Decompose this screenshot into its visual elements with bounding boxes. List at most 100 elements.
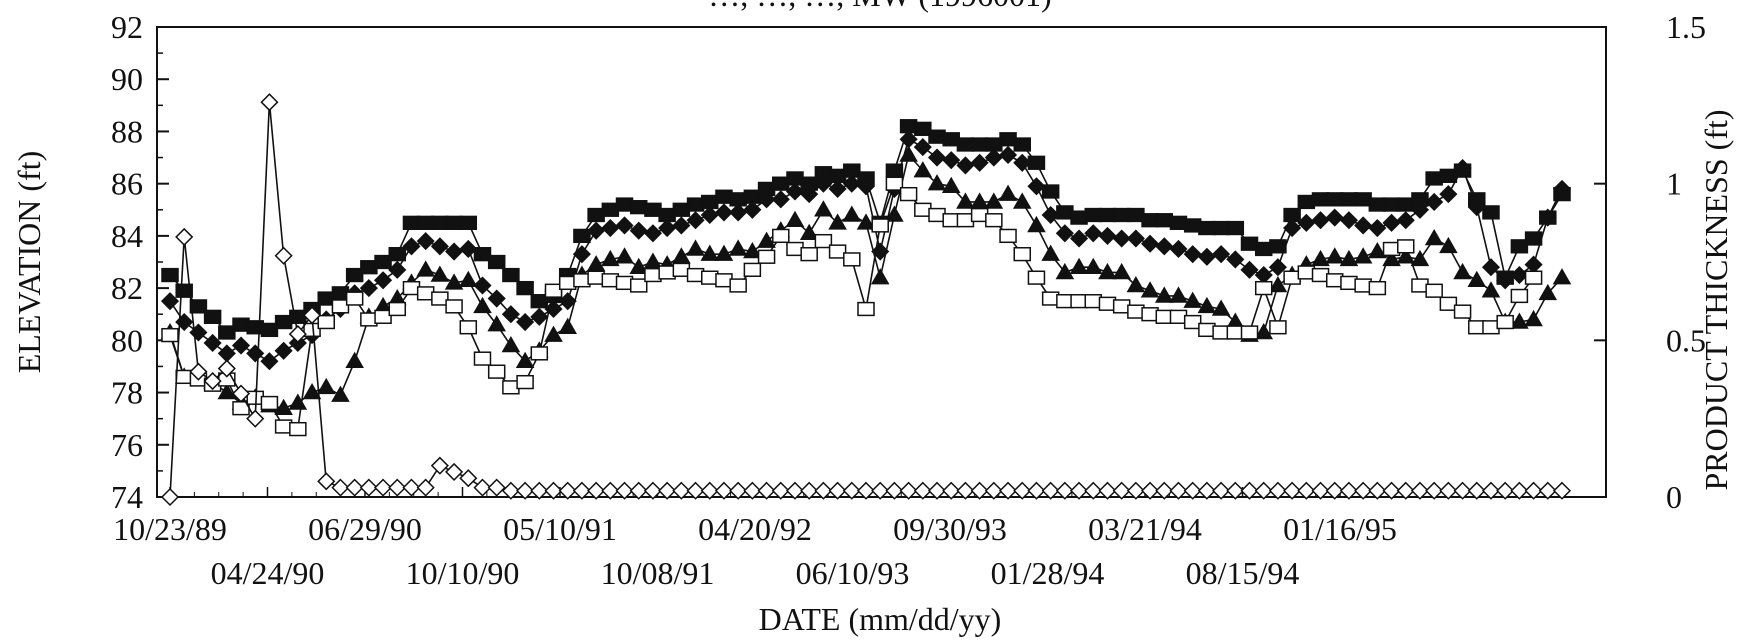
data-point-s3-50 — [871, 218, 889, 233]
data-point-s1-5 — [231, 336, 251, 355]
data-point-s2-31 — [601, 249, 620, 267]
data-point-s4-42 — [757, 481, 776, 500]
data-point-s2-47 — [828, 213, 847, 230]
data-point-s3-96 — [1524, 270, 1543, 285]
data-point-s4-40 — [729, 481, 748, 500]
data-point-s0-53 — [914, 121, 932, 136]
data-point-s1-48 — [842, 174, 861, 193]
data-point-s2-11 — [316, 377, 336, 395]
data-point-s2-97 — [1538, 283, 1558, 301]
data-point-s1-54 — [927, 148, 947, 167]
data-point-s1-22 — [473, 276, 492, 295]
data-point-s1-72 — [1183, 245, 1202, 264]
data-point-s3-16 — [388, 301, 407, 317]
y2-tick-label: 1.5 — [1666, 9, 1706, 45]
x-tick-label: 04/24/90 — [211, 555, 325, 591]
data-point-s4-6 — [246, 409, 265, 428]
data-point-s4-64 — [1070, 481, 1089, 500]
x-tick-label: 08/15/94 — [1186, 555, 1300, 591]
data-point-s4-94 — [1496, 481, 1515, 500]
data-point-s4-84 — [1354, 481, 1373, 500]
data-point-s1-84 — [1354, 216, 1373, 235]
data-point-s2-89 — [1424, 228, 1444, 246]
data-point-s3-94 — [1496, 314, 1514, 330]
data-point-s3-26 — [530, 346, 549, 361]
data-point-s4-74 — [1212, 481, 1231, 500]
data-point-s2-22 — [473, 296, 492, 314]
data-point-s1-57 — [970, 153, 989, 172]
data-point-s3-87 — [1397, 239, 1415, 254]
data-point-s4-29 — [572, 481, 591, 500]
data-point-s2-91 — [1453, 262, 1472, 280]
data-point-s1-32 — [615, 216, 634, 235]
data-point-s4-54 — [927, 481, 947, 500]
data-point-s2-88 — [1410, 249, 1430, 267]
y2-axis-ticks: 1.5 1 0.5 0 — [1594, 9, 1706, 515]
data-point-s0-4 — [218, 325, 236, 340]
data-point-s1-90 — [1439, 185, 1458, 204]
data-point-s4-8 — [274, 246, 293, 265]
data-point-s0-62 — [1041, 184, 1060, 199]
data-point-s4-11 — [317, 472, 336, 491]
data-point-s2-98 — [1552, 268, 1572, 285]
data-point-s4-22 — [473, 478, 492, 497]
data-point-s1-92 — [1467, 198, 1486, 217]
data-point-s2-8 — [274, 398, 293, 415]
data-point-s1-43 — [771, 190, 790, 209]
data-point-s4-59 — [998, 481, 1018, 500]
data-point-s3-42 — [757, 249, 776, 264]
data-point-s4-25 — [516, 481, 535, 500]
data-point-s2-58 — [984, 192, 1004, 209]
y-axis-ticks: 92 90 88 86 84 82 80 78 76 74 — [111, 9, 169, 515]
data-point-s2-84 — [1353, 247, 1373, 264]
x-tick-label: 03/21/94 — [1088, 511, 1202, 547]
data-point-s2-28 — [558, 317, 578, 335]
data-point-s1-17 — [402, 237, 421, 256]
data-point-s2-78 — [1268, 275, 1288, 293]
data-point-s3-21 — [459, 320, 478, 335]
data-point-s1-65 — [1084, 224, 1103, 243]
y-tick-label: 92 — [111, 9, 143, 45]
data-point-s2-56 — [956, 192, 975, 209]
data-point-s1-76 — [1240, 260, 1259, 279]
data-point-s4-58 — [984, 481, 1003, 500]
data-point-s4-14 — [359, 478, 378, 497]
data-point-s4-38 — [700, 481, 719, 500]
data-point-s3-12 — [331, 299, 350, 314]
data-point-s0-96 — [1524, 231, 1543, 246]
data-point-s4-41 — [743, 481, 762, 500]
data-point-s2-37 — [686, 239, 705, 256]
data-point-s1-0 — [160, 292, 180, 311]
data-point-s2-27 — [544, 325, 563, 342]
data-point-s4-35 — [658, 481, 677, 500]
data-point-s4-10 — [302, 306, 322, 325]
data-point-s1-74 — [1212, 245, 1231, 264]
data-point-s4-23 — [487, 478, 506, 497]
data-point-s1-97 — [1538, 208, 1557, 227]
data-point-s2-18 — [416, 260, 435, 277]
data-point-s4-26 — [530, 481, 549, 500]
x-tick-label: 10/23/89 — [113, 511, 227, 547]
data-point-s2-52 — [899, 145, 918, 162]
data-point-s0-23 — [487, 254, 506, 270]
data-point-s1-61 — [1027, 177, 1046, 196]
data-point-s0-22 — [473, 247, 492, 262]
data-point-s3-78 — [1269, 320, 1287, 335]
data-point-s2-46 — [814, 200, 833, 217]
data-point-s0-13 — [345, 267, 364, 283]
data-point-s2-41 — [743, 242, 762, 259]
data-point-s0-1 — [175, 283, 193, 298]
data-point-s4-16 — [388, 478, 407, 497]
data-point-s1-41 — [743, 200, 762, 219]
data-point-s4-61 — [1027, 481, 1046, 500]
data-point-s0-0 — [161, 267, 179, 283]
data-point-s1-73 — [1197, 247, 1216, 266]
data-point-s3-22 — [473, 351, 492, 366]
data-point-s4-88 — [1410, 481, 1430, 500]
data-point-s4-37 — [686, 481, 705, 500]
data-point-s2-44 — [785, 210, 805, 227]
data-point-s4-96 — [1524, 481, 1543, 500]
data-point-s1-78 — [1268, 258, 1287, 277]
data-point-s4-92 — [1467, 481, 1486, 500]
